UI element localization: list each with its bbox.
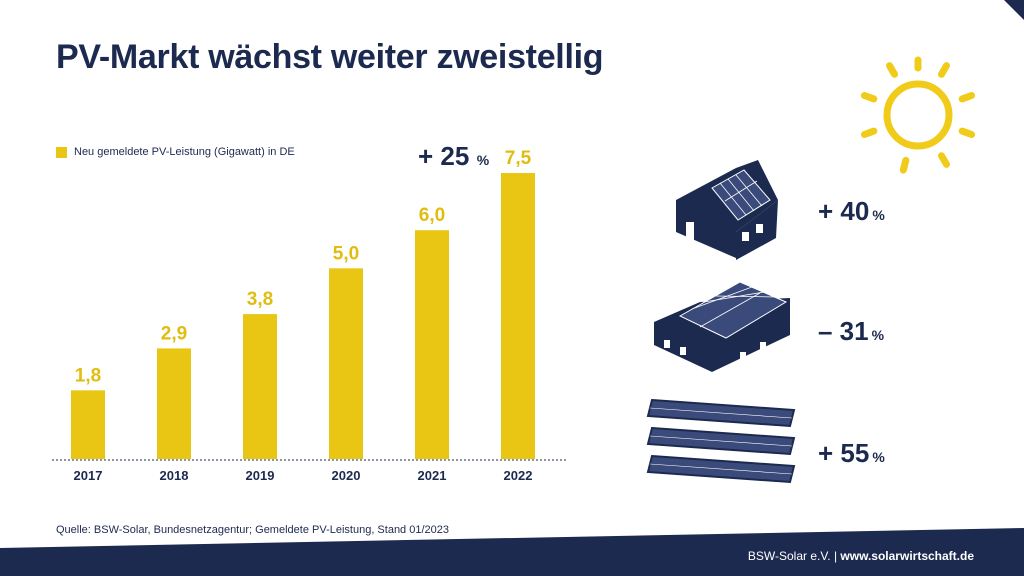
growth-residential-number: + 40 — [818, 196, 870, 226]
data-label-2021: 6,0 — [419, 205, 445, 226]
ground-mounted-panels-icon — [646, 398, 796, 484]
source-note: Quelle: BSW-Solar, Bundesnetzagentur; Ge… — [56, 524, 449, 536]
bar-2017 — [71, 390, 105, 459]
footer-band — [0, 528, 1024, 576]
sun-icon — [860, 56, 976, 174]
highlight-number: + 25 — [418, 141, 469, 171]
x-tick-2019: 2019 — [246, 468, 275, 483]
growth-ground-mounted: + 55% — [818, 438, 885, 469]
footer: BSW-Solar e.V. | www.solarwirtschaft.de — [748, 549, 974, 563]
footer-separator: | — [830, 549, 841, 563]
growth-ground-mounted-number: + 55 — [818, 438, 870, 468]
growth-residential-percent: % — [872, 207, 885, 223]
data-label-2022: 7,5 — [505, 148, 532, 169]
bar-2021 — [415, 230, 449, 459]
data-label-2018: 2,9 — [161, 323, 187, 344]
bar-2022 — [501, 173, 535, 459]
x-tick-2020: 2020 — [332, 468, 361, 483]
highlight-percent: % — [477, 152, 490, 168]
house-icon — [676, 160, 778, 260]
legend-swatch — [56, 146, 67, 158]
chart-legend: Neu gemeldete PV-Leistung (Gigawatt) in … — [56, 146, 295, 158]
commercial-building-icon — [654, 281, 790, 372]
footer-url[interactable]: www.solarwirtschaft.de — [840, 549, 974, 563]
page-title: PV-Markt wächst weiter zweistellig — [56, 38, 604, 76]
growth-highlight-2022: + 25 % — [418, 141, 490, 171]
growth-ground-mounted-percent: % — [872, 449, 885, 465]
growth-commercial: – 31% — [818, 316, 884, 347]
x-tick-2017: 2017 — [74, 468, 103, 483]
corner-decoration — [1004, 0, 1024, 20]
x-tick-2022: 2022 — [504, 468, 533, 483]
x-tick-2018: 2018 — [160, 468, 189, 483]
data-label-2020: 5,0 — [333, 243, 359, 264]
legend-label: Neu gemeldete PV-Leistung (Gigawatt) in … — [74, 146, 295, 158]
bar-2018 — [157, 348, 191, 459]
footer-org: BSW-Solar e.V. — [747, 549, 831, 563]
bar-2020 — [329, 268, 363, 459]
growth-commercial-number: – 31 — [818, 316, 869, 346]
data-label-2017: 1,8 — [75, 365, 101, 386]
growth-residential: + 40% — [818, 196, 885, 227]
x-tick-2021: 2021 — [418, 468, 447, 483]
bar-2019 — [243, 314, 277, 459]
growth-commercial-percent: % — [871, 327, 885, 343]
data-label-2019: 3,8 — [247, 289, 273, 310]
